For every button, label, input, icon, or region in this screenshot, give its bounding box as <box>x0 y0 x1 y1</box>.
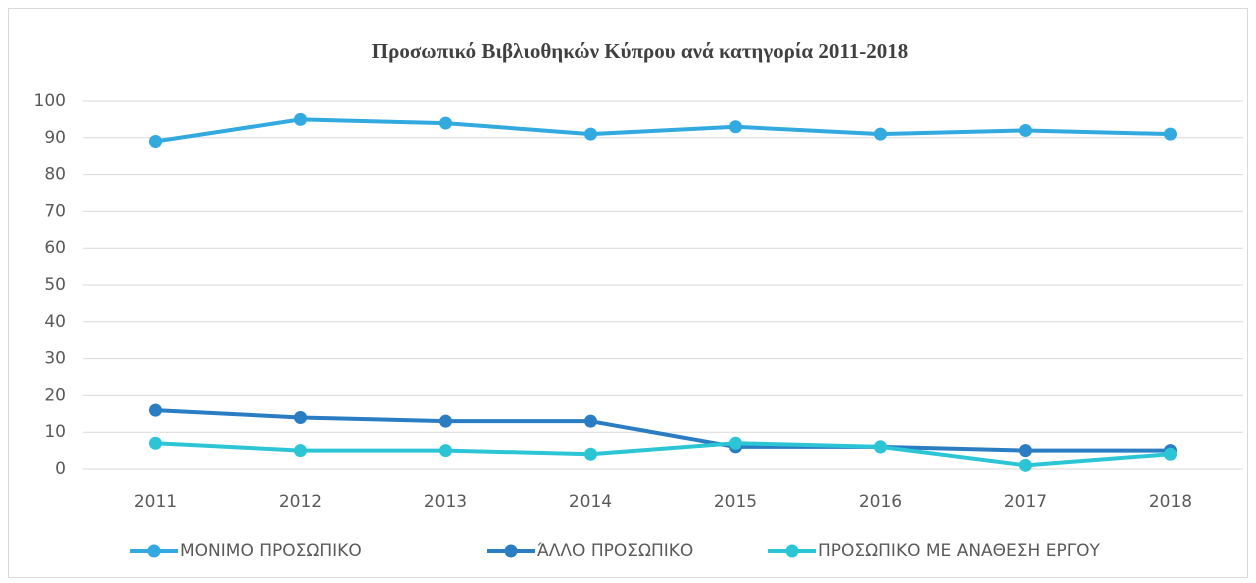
legend-label: ΠΡΟΣΩΠΙΚΟ ΜΕ ΑΝΑΘΕΣΗ ΕΡΓΟΥ <box>818 541 1101 561</box>
y-tick-label: 80 <box>44 165 66 185</box>
data-point <box>1019 458 1032 472</box>
data-point <box>294 444 307 458</box>
y-tick-label: 70 <box>44 201 66 221</box>
y-tick-label: 30 <box>44 349 66 369</box>
x-tick-label: 2014 <box>569 492 612 512</box>
data-point <box>1164 447 1177 461</box>
x-tick-label: 2012 <box>279 492 322 512</box>
chart-frame <box>8 8 1248 578</box>
x-tick-label: 2015 <box>714 492 757 512</box>
legend-label: ΜΟΝΙΜΟ ΠΡΟΣΩΠΙΚΟ <box>180 541 362 561</box>
x-tick-label: 2013 <box>424 492 467 512</box>
y-tick-label: 90 <box>44 128 66 148</box>
data-point <box>149 134 162 148</box>
data-point <box>439 116 452 130</box>
y-tick-label: 60 <box>44 238 66 258</box>
x-tick-label: 2017 <box>1004 492 1047 512</box>
data-point <box>439 414 452 428</box>
chart-title: Προσωπικό Βιβλιοθηκών Κύπρου ανά κατηγορ… <box>372 39 908 63</box>
data-point <box>149 436 162 450</box>
y-tick-label: 40 <box>44 312 66 332</box>
data-point <box>1019 123 1032 137</box>
data-point <box>439 444 452 458</box>
legend-marker <box>504 544 518 558</box>
x-tick-label: 2011 <box>134 492 177 512</box>
data-point <box>1164 127 1177 141</box>
series-line <box>155 117 1171 144</box>
data-point <box>294 410 307 424</box>
data-point <box>729 120 742 134</box>
data-point <box>874 440 887 454</box>
y-tick-label: 100 <box>34 91 66 111</box>
y-tick-label: 20 <box>44 385 66 405</box>
data-point <box>584 447 597 461</box>
data-point <box>149 403 162 417</box>
x-tick-label: 2016 <box>859 492 902 512</box>
series-line <box>155 441 1171 468</box>
data-point <box>584 127 597 141</box>
y-tick-label: 50 <box>44 275 66 295</box>
y-tick-label: 0 <box>55 459 66 479</box>
legend-marker <box>785 544 799 558</box>
data-point <box>584 414 597 428</box>
x-tick-label: 2018 <box>1149 492 1192 512</box>
legend-marker <box>147 544 161 558</box>
data-point <box>729 436 742 450</box>
data-point <box>294 112 307 126</box>
series-line <box>155 408 1171 453</box>
data-point <box>1019 444 1032 458</box>
data-point <box>874 127 887 141</box>
y-tick-label: 10 <box>44 422 66 442</box>
legend-label: ΆΛΛΟ ΠΡΟΣΩΠΙΚΟ <box>537 541 693 561</box>
